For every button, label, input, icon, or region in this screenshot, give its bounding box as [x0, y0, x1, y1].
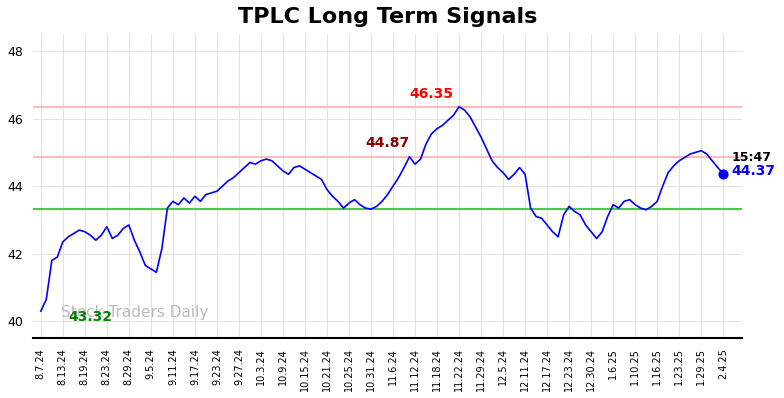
Text: 44.87: 44.87: [365, 136, 409, 150]
Text: 46.35: 46.35: [409, 87, 453, 101]
Title: TPLC Long Term Signals: TPLC Long Term Signals: [238, 7, 537, 27]
Text: 15:47: 15:47: [731, 151, 771, 164]
Text: 43.32: 43.32: [68, 310, 112, 324]
Text: 44.37: 44.37: [731, 164, 775, 178]
Text: Stock Traders Daily: Stock Traders Daily: [61, 305, 209, 320]
Point: [717, 170, 729, 177]
